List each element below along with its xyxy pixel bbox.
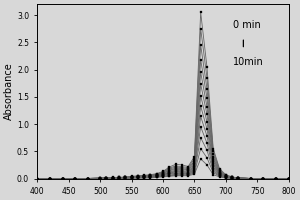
Text: 0 min: 0 min	[233, 20, 261, 30]
Y-axis label: Absorbance: Absorbance	[4, 62, 14, 120]
Text: 10min: 10min	[233, 57, 264, 67]
